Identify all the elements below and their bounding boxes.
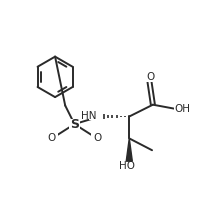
Bar	[91, 132, 101, 142]
Text: O: O	[147, 72, 155, 82]
Text: HO: HO	[119, 161, 135, 171]
Bar	[119, 161, 133, 170]
Text: O: O	[47, 132, 55, 143]
Text: S: S	[70, 118, 79, 131]
Text: O: O	[94, 132, 102, 143]
Bar	[145, 73, 154, 82]
Bar	[69, 119, 80, 130]
Bar	[89, 111, 102, 120]
Text: OH: OH	[174, 104, 190, 114]
Text: HN: HN	[81, 111, 96, 121]
Bar	[48, 132, 58, 142]
Bar	[174, 104, 186, 113]
Polygon shape	[126, 138, 132, 161]
